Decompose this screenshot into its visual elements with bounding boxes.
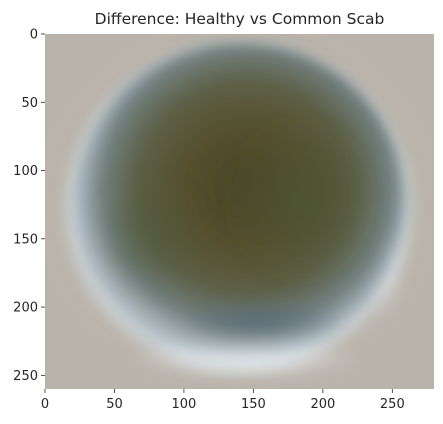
image-green-patch-left — [95, 175, 205, 295]
x-tick-label-3: 150 — [241, 397, 266, 412]
y-tick-label-2: 100 — [13, 164, 38, 179]
x-tick-label-0: 0 — [41, 397, 49, 412]
y-axis: 0 50 100 150 200 250 — [13, 28, 45, 384]
x-tick-label-4: 200 — [310, 397, 335, 412]
x-tick-label-5: 250 — [380, 397, 405, 412]
y-tick-label-3: 150 — [13, 232, 38, 247]
y-tick-label-5: 250 — [13, 369, 38, 384]
heatmap-image — [45, 34, 434, 389]
y-tick-label-1: 50 — [21, 96, 38, 111]
y-tick-label-4: 200 — [13, 301, 38, 316]
x-axis: 0 50 100 150 200 250 — [41, 389, 405, 412]
image-lower-rim-shadow — [175, 298, 345, 342]
image-green-patch-right — [230, 120, 370, 280]
y-tick-label-0: 0 — [30, 28, 38, 43]
chart-title: Difference: Healthy vs Common Scab — [95, 10, 385, 28]
x-tick-label-2: 100 — [172, 397, 197, 412]
x-tick-label-1: 50 — [106, 397, 123, 412]
